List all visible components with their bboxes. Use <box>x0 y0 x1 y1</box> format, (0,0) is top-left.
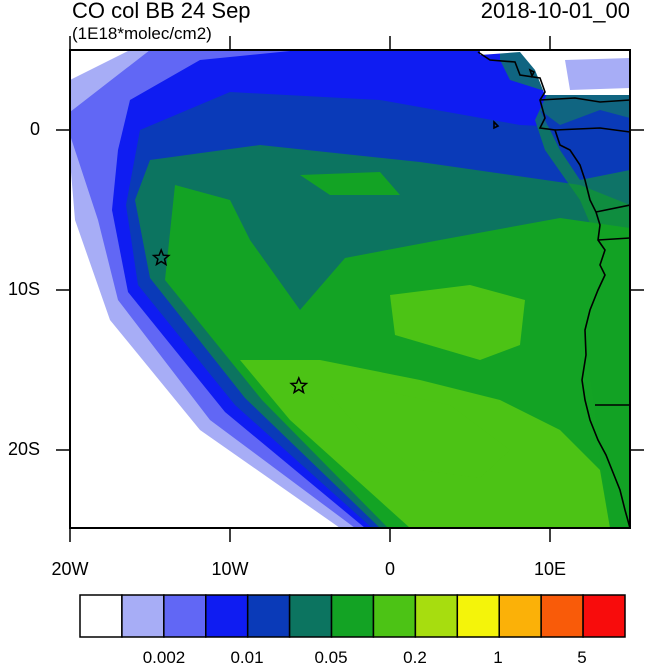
lat-label-20s: 20S <box>7 439 40 459</box>
map-units: (1E18*molec/cm2) <box>72 24 212 43</box>
colorbar-swatch <box>163 594 207 638</box>
map-datetime: 2018-10-01_00 <box>480 0 630 23</box>
map-title: CO col BB 24 Sep <box>72 0 251 23</box>
colorbar-swatch <box>288 594 333 638</box>
lon-label-0: 0 <box>384 559 395 579</box>
lon-label-10w: 10W <box>211 559 249 579</box>
colorbar-swatch <box>498 594 542 638</box>
colorbar-label: 0.002 <box>142 648 186 667</box>
colorbar-label: 5 <box>577 648 587 667</box>
colorbar-swatch <box>456 594 500 638</box>
star-marker-1 <box>151 247 171 267</box>
map-frame <box>69 49 631 529</box>
colorbar-swatch <box>582 594 626 638</box>
colorbar-swatch <box>414 594 459 638</box>
colorbar-label: 0.01 <box>230 648 264 667</box>
map-field <box>70 50 630 528</box>
colorbar-swatch <box>205 594 249 638</box>
lat-label-10s: 10S <box>7 279 40 299</box>
lon-label-10e: 10E <box>533 559 567 579</box>
colorbar-label: 1 <box>493 648 503 667</box>
map-markers <box>151 247 309 395</box>
lat-label-0: 0 <box>29 119 40 139</box>
colorbar-swatch <box>372 594 417 638</box>
colorbar-swatch <box>246 594 291 638</box>
colorbar-swatch <box>330 594 375 638</box>
colorbar-swatch <box>79 594 123 638</box>
star-marker-2 <box>289 375 309 395</box>
lon-label-20w: 20W <box>51 559 89 579</box>
colorbar-label: 0.2 <box>403 648 427 667</box>
colorbar-label: 0.05 <box>314 648 348 667</box>
coastline <box>477 51 630 528</box>
colorbar-swatch <box>121 594 165 638</box>
map-ticks <box>56 36 644 542</box>
colorbar <box>79 594 626 638</box>
colorbar-swatch <box>540 594 584 638</box>
